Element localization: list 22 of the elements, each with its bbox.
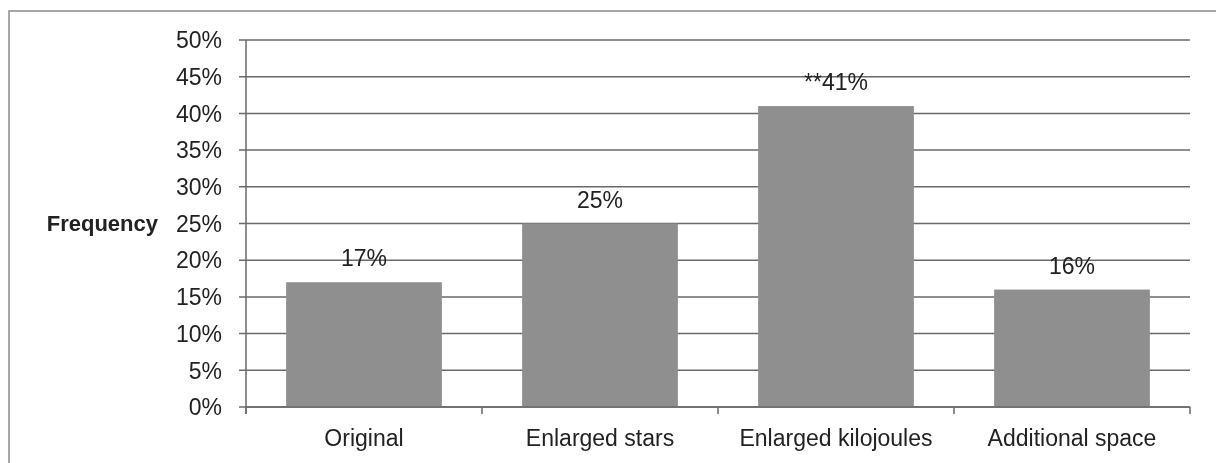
bar [522, 223, 678, 407]
bar [994, 289, 1150, 407]
y-tick-label: 20% [175, 247, 222, 274]
y-tick-label: 30% [175, 174, 222, 201]
y-tick-label: 40% [175, 100, 222, 127]
y-axis-title: Frequency [46, 211, 159, 237]
x-tick-label: Original [324, 425, 404, 451]
y-tick-label: 5% [188, 357, 222, 384]
y-tick-label: 35% [175, 137, 222, 164]
y-tick-label: 15% [175, 284, 222, 311]
y-tick-label: 10% [175, 320, 222, 347]
y-tick-label: 25% [175, 210, 222, 237]
x-tick-label: Enlarged kilojoules [739, 425, 933, 451]
y-tick-label: 45% [175, 63, 222, 90]
y-tick-label: 50% [175, 27, 222, 54]
x-tick-label: Additional space [987, 425, 1157, 451]
x-tick-label: Enlarged stars [525, 425, 675, 451]
bar [286, 282, 442, 407]
bar [758, 106, 914, 407]
data-label: **41% [804, 69, 868, 96]
data-label: 25% [576, 186, 624, 213]
y-tick-label: 0% [188, 394, 222, 421]
